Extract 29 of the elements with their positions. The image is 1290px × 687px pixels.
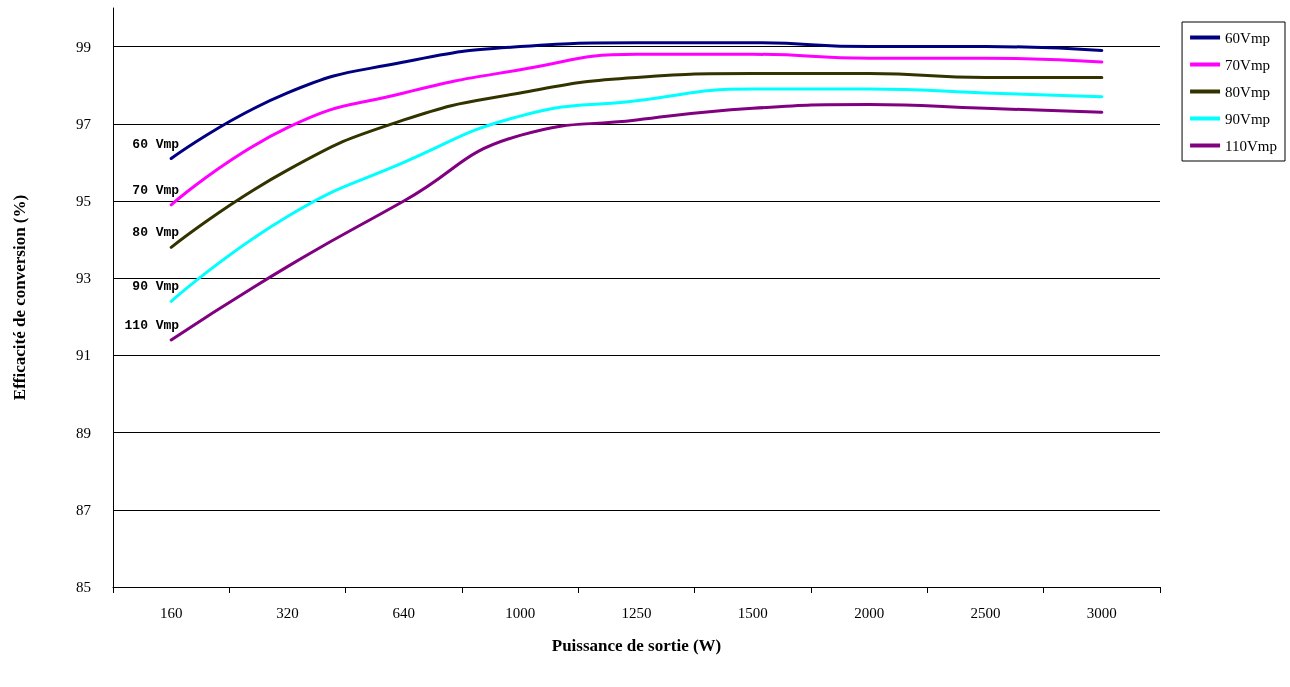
annotation: 90 Vmp (132, 279, 180, 295)
x-axis-title: Puissance de sortie (W) (551, 636, 722, 655)
y-tick-label: 91 (76, 347, 91, 364)
x-tick-label: 1250 (621, 604, 652, 621)
y-tick-label: 93 (76, 270, 91, 287)
y-tick-label: 87 (76, 501, 92, 518)
y-tick-label: 95 (76, 193, 91, 209)
x-tick-label: 160 (159, 604, 183, 621)
x-tick-label: 3000 (1086, 604, 1117, 621)
x-tick-label: 640 (392, 604, 416, 621)
x-tick-label: 2000 (854, 604, 885, 621)
annotation: 60 Vmp (132, 136, 180, 152)
y-tick-label: 89 (76, 424, 91, 441)
x-tick-label: 320 (276, 604, 299, 621)
y-tick-label: 99 (76, 38, 91, 55)
annotation: 110 Vmp (124, 317, 180, 333)
y-tick-label: 97 (76, 115, 92, 132)
x-tick-label: 2500 (970, 604, 1001, 621)
legend-label: 110Vmp (1225, 137, 1278, 154)
y-axis-title: Efficacité de conversion (%) (10, 194, 29, 401)
x-tick-label: 1000 (505, 604, 536, 621)
legend-label: 60Vmp (1225, 29, 1271, 46)
legend-label: 70Vmp (1225, 56, 1271, 73)
annotation: 70 Vmp (132, 182, 180, 198)
legend-label: 80Vmp (1225, 83, 1271, 100)
x-tick-label: 1500 (737, 604, 768, 621)
y-tick-label: 85 (76, 579, 91, 595)
annotation: 80 Vmp (132, 225, 180, 241)
legend-label: 90Vmp (1225, 110, 1271, 127)
